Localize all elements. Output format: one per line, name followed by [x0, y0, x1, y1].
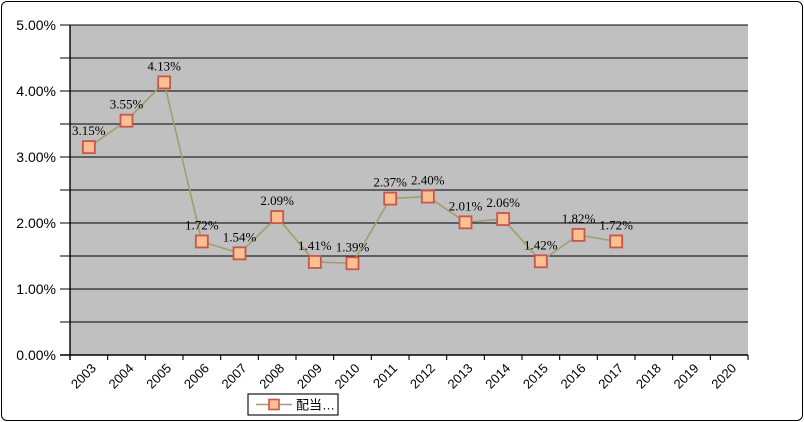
data-point-label: 1.39%	[336, 239, 370, 254]
data-point-label: 2.06%	[486, 195, 520, 210]
data-point-label: 1.72%	[599, 217, 633, 232]
x-axis-label: 2011	[370, 361, 400, 391]
x-axis-label: 2016	[558, 361, 589, 392]
x-axis-label: 2012	[407, 361, 438, 392]
data-point-marker	[270, 210, 285, 224]
data-point-marker	[157, 75, 172, 90]
data-point-label: 1.42%	[524, 237, 558, 252]
data-point-marker	[571, 227, 586, 242]
y-axis-label: 1.00%	[16, 281, 56, 297]
y-axis-label: 3.00%	[16, 149, 56, 165]
x-axis-label: 2006	[181, 361, 212, 392]
x-axis-label: 2004	[106, 361, 137, 392]
data-point-marker	[307, 255, 322, 269]
data-point-marker	[533, 254, 548, 269]
x-axis-label: 2007	[219, 361, 250, 392]
y-axis-label: 2.00%	[16, 215, 56, 231]
x-axis-label: 2005	[143, 361, 174, 392]
x-axis-label: 2017	[595, 361, 626, 392]
data-point-marker	[420, 189, 435, 204]
x-axis-label: 2008	[256, 361, 287, 392]
x-axis-label: 2014	[482, 361, 513, 392]
y-axis-label: 5.00%	[16, 17, 56, 33]
data-point-label: 2.01%	[449, 198, 483, 213]
x-axis-label: 2009	[294, 361, 325, 392]
legend-marker	[268, 398, 280, 411]
data-point-marker	[194, 234, 209, 249]
data-point-marker	[81, 140, 96, 155]
x-axis-label: 2015	[520, 361, 551, 392]
data-point-label: 4.13%	[147, 58, 181, 73]
data-point-marker	[119, 113, 134, 128]
x-axis-label: 2019	[671, 361, 702, 392]
x-axis-label: 2018	[633, 361, 664, 392]
data-point-label: 1.82%	[562, 211, 596, 226]
data-point-label: 1.72%	[185, 217, 219, 232]
y-axis-label: 0.00%	[16, 347, 56, 363]
data-point-label: 2.09%	[260, 193, 294, 208]
legend-label: 配当…	[296, 398, 335, 413]
x-axis-label: 2010	[332, 361, 363, 392]
data-point-marker	[345, 256, 360, 271]
data-point-label: 1.41%	[298, 238, 332, 253]
data-point-marker	[609, 234, 624, 249]
data-point-marker	[383, 191, 398, 206]
data-point-label: 2.37%	[373, 175, 407, 190]
y-axis-label: 4.00%	[16, 83, 56, 99]
data-point-label: 2.40%	[411, 173, 445, 188]
data-point-label: 3.15%	[72, 123, 106, 138]
data-point-marker	[232, 246, 247, 261]
data-point-marker	[496, 212, 511, 226]
x-axis-label: 2003	[68, 361, 99, 392]
data-point-label: 1.54%	[223, 229, 257, 244]
x-axis-label: 2020	[708, 361, 739, 392]
x-axis-label: 2013	[445, 361, 476, 392]
data-point-label: 3.55%	[110, 97, 144, 112]
data-point-marker	[458, 215, 473, 230]
